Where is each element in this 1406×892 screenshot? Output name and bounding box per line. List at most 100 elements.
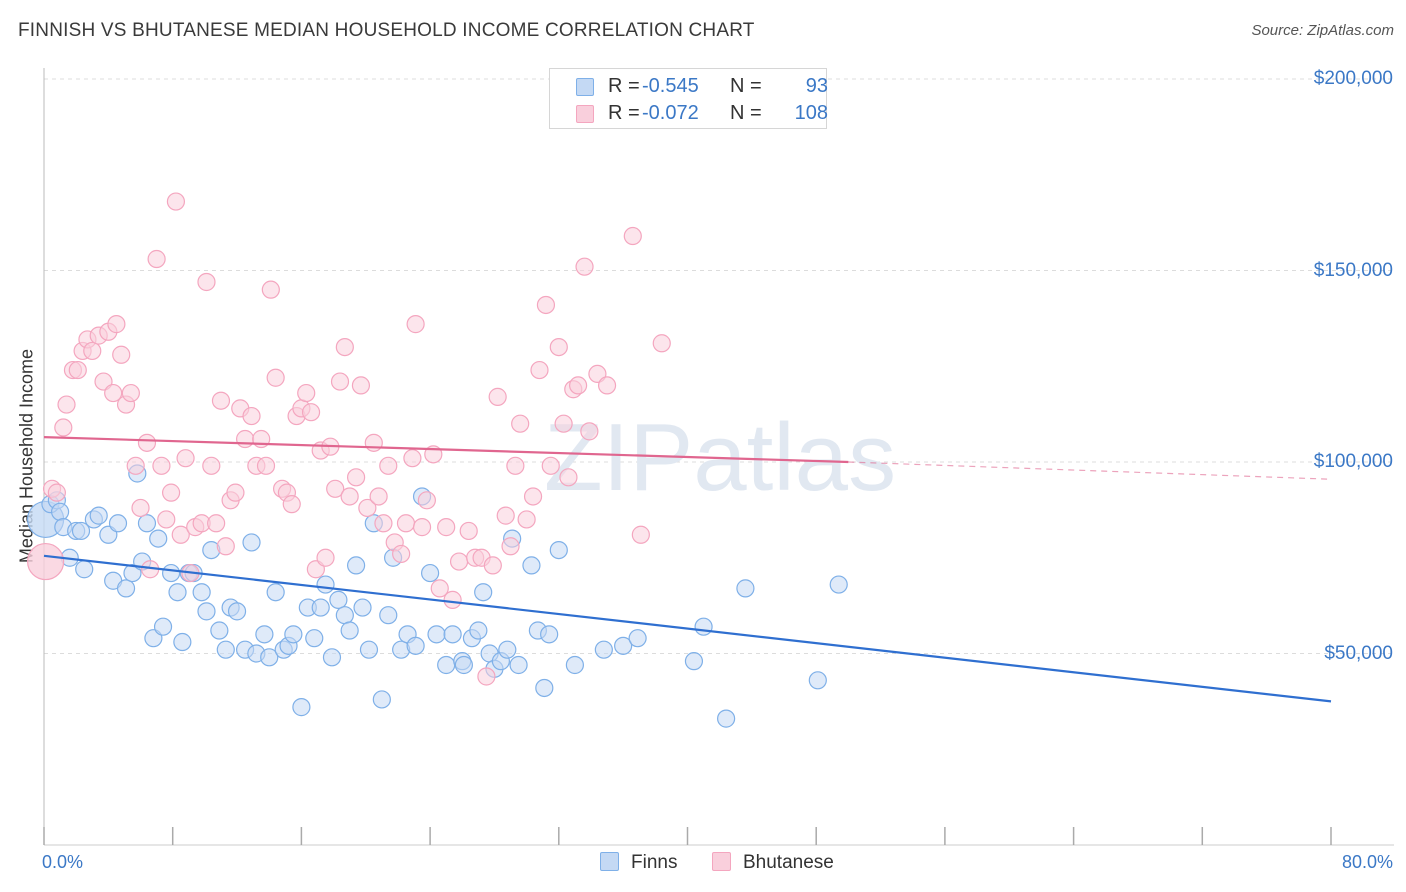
- finns-legend-label: Finns: [631, 852, 678, 873]
- finns-point: [353, 598, 372, 617]
- finns-point: [255, 625, 274, 644]
- finns-point: [292, 698, 311, 717]
- bhutanese-point: [340, 487, 359, 506]
- bhutanese-point: [235, 429, 255, 449]
- bhutanese-point: [330, 372, 350, 391]
- bhutanese-point: [541, 456, 560, 475]
- finns-point: [535, 678, 554, 698]
- finns-point: [260, 648, 279, 667]
- bhutanese-point: [559, 468, 578, 487]
- finns-point: [89, 506, 108, 525]
- legend-item-bhutanese[interactable]: Bhutanese: [712, 852, 834, 874]
- finns-swatch: [576, 78, 594, 96]
- bhutanese-point: [216, 537, 235, 556]
- bhutanese-point: [511, 414, 530, 433]
- bhutanese-point: [523, 487, 543, 506]
- finns-point: [335, 606, 354, 625]
- bhutanese-point: [374, 514, 393, 533]
- finns-point: [168, 583, 187, 602]
- bhutanese-point: [83, 341, 102, 361]
- finns-point: [829, 575, 848, 594]
- bhutanese-point: [176, 449, 195, 468]
- bhutanese-point: [335, 338, 354, 357]
- r-value: -0.545: [642, 75, 699, 97]
- bhutanese-point: [443, 590, 462, 609]
- bhutanese-point: [477, 667, 496, 686]
- finns-point: [443, 625, 462, 644]
- x-tick-label-min: 0.0%: [42, 852, 84, 872]
- finns-point: [565, 655, 584, 675]
- finns-point: [406, 636, 425, 655]
- bhutanese-point: [346, 468, 366, 487]
- bhutanese-point: [282, 495, 301, 514]
- finns-point: [242, 533, 261, 552]
- n-value: 108: [794, 102, 828, 124]
- bhutanese-point: [68, 360, 87, 380]
- bhutanese-point: [623, 226, 642, 246]
- finns-point: [149, 529, 168, 548]
- finns-point: [594, 640, 613, 659]
- bhutanese-trend-line-extension: [848, 461, 1332, 480]
- bhutanese-point: [112, 345, 131, 364]
- bhutanese-point: [392, 544, 411, 564]
- finns-point: [284, 625, 303, 644]
- bhutanese-point: [266, 368, 285, 387]
- finns-point: [427, 625, 446, 644]
- bhutanese-point: [202, 456, 221, 475]
- finns-point: [359, 640, 379, 659]
- bhutanese-point: [351, 376, 371, 395]
- bhutanese-legend-label: Bhutanese: [743, 852, 834, 873]
- bhutanese-point: [403, 449, 422, 468]
- legend-item-finns[interactable]: Finns: [600, 852, 677, 874]
- bhutanese-swatch: [576, 105, 594, 123]
- bhutanese-point: [549, 338, 568, 357]
- source-label: Source: ZipAtlas.com: [1251, 22, 1394, 39]
- bhutanese-point: [256, 456, 276, 475]
- finns-point: [736, 579, 755, 598]
- finns-point: [322, 648, 342, 667]
- finns-point: [137, 514, 157, 533]
- bhutanese-point: [506, 456, 525, 475]
- bhutanese-point: [575, 257, 594, 276]
- finns-point: [474, 583, 493, 602]
- finns-point: [469, 621, 488, 640]
- bhutanese-point: [152, 456, 171, 475]
- finns-point: [614, 636, 633, 655]
- bhutanese-point: [536, 295, 556, 315]
- finns-point: [266, 583, 285, 602]
- finns-point: [311, 598, 330, 617]
- bhutanese-point: [121, 383, 140, 403]
- finns-point: [540, 625, 559, 644]
- x-tick-label-max: 80.0%: [1341, 852, 1393, 872]
- bhutanese-point: [171, 525, 190, 544]
- finns-point: [108, 514, 128, 533]
- finns-point: [522, 556, 541, 575]
- finns-point: [227, 602, 247, 621]
- finns-trend-line: [43, 554, 1332, 703]
- bhutanese-point: [379, 456, 398, 475]
- bhutanese-point: [597, 376, 617, 395]
- finns-point: [71, 521, 91, 541]
- finns-point: [340, 621, 359, 640]
- finns-point: [316, 575, 335, 594]
- finns-point: [808, 671, 827, 690]
- bhutanese-point: [488, 387, 507, 406]
- finns-point: [684, 652, 704, 671]
- bhutanese-point: [131, 498, 150, 518]
- bhutanese-trend-line: [43, 436, 849, 464]
- bhutanese-point: [137, 433, 157, 452]
- finns-point: [210, 621, 229, 640]
- gridlines: [44, 78, 1394, 654]
- r-label: R =: [608, 102, 640, 124]
- finns-point: [161, 563, 181, 583]
- finns-point: [305, 629, 324, 648]
- y-tick-label: $200,000: [1313, 68, 1393, 89]
- finns-point: [173, 632, 192, 652]
- bhutanese-point: [161, 483, 181, 502]
- bhutanese-point: [430, 579, 449, 598]
- bhutanese-point: [301, 403, 321, 422]
- finns-point: [421, 563, 440, 583]
- finns-point: [628, 629, 647, 648]
- y-tick-label: $150,000: [1313, 259, 1393, 281]
